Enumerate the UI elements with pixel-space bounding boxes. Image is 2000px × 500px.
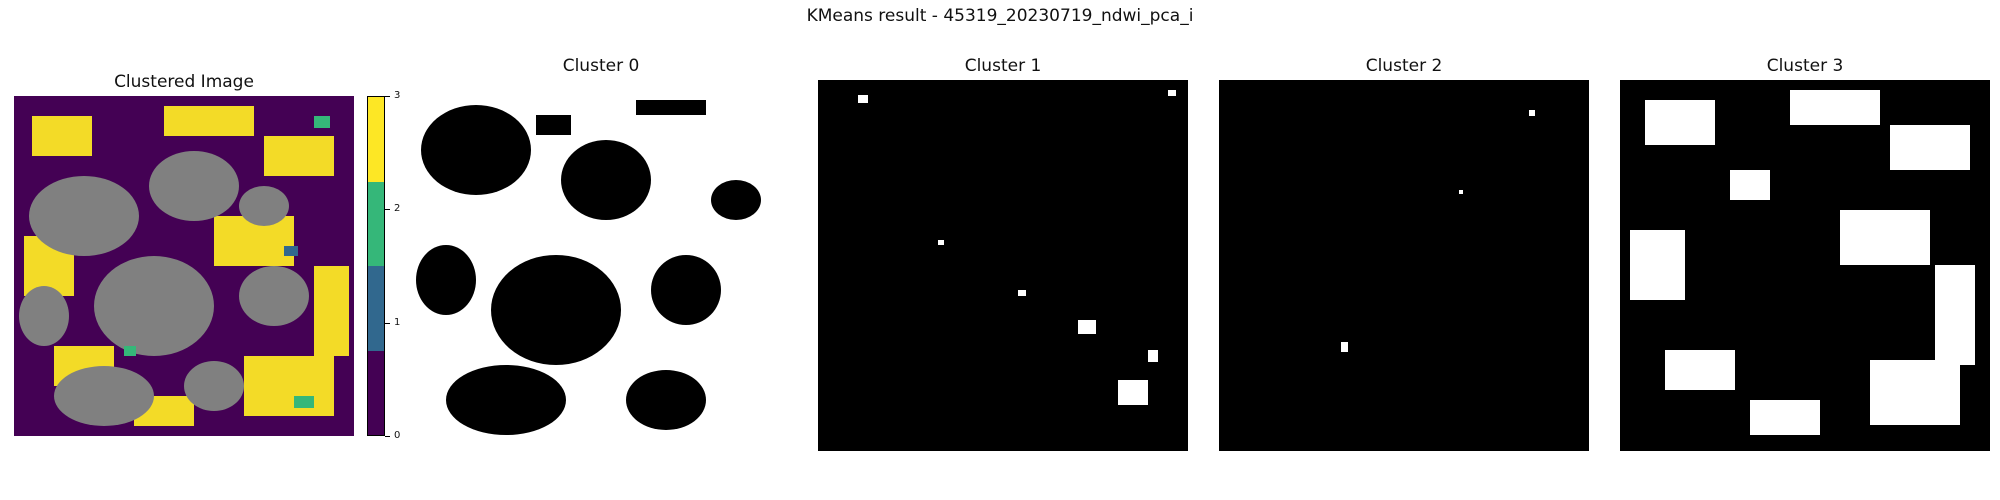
cluster-1-title: Cluster 1 [964,56,1042,76]
cluster-2-title: Cluster 2 [1365,56,1443,76]
cluster-0-title: Cluster 0 [562,56,640,76]
colorbar-label-3: 3 [394,90,401,101]
cluster-1-mask [818,80,1188,451]
cluster-3-title: Cluster 3 [1766,56,1844,76]
cluster-1-svg [818,80,1188,451]
colorbar-tick-3 [385,96,390,97]
cluster-0-mask [416,80,786,451]
colorbar-label-0: 0 [394,430,401,441]
colorbar-segment-1 [368,266,384,351]
cluster-3-svg [1620,80,1990,451]
cluster-2-svg [1219,80,1589,451]
cluster-0-svg [416,80,786,451]
colorbar-segment-0 [368,350,384,435]
colorbar-tick-2 [385,209,390,210]
figure-suptitle: KMeans result - 45319_20230719_ndwi_pca_… [806,6,1194,26]
colorbar-tick-0 [385,436,390,437]
clustered-image-title: Clustered Image [114,72,254,92]
cluster-3-mask [1620,80,1990,451]
colorbar-segment-3 [368,97,384,182]
colorbar-label-2: 2 [394,203,401,214]
colorbar-tick-1 [385,323,390,324]
colorbar-segment-2 [368,181,384,266]
colorbar [367,96,385,436]
clustered-image-svg [14,96,354,436]
clustered-image [14,96,354,436]
cluster-2-mask [1219,80,1589,451]
colorbar-label-1: 1 [394,317,401,328]
